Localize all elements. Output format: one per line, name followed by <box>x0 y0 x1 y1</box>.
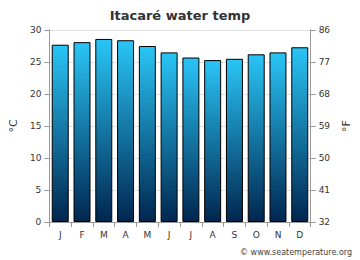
svg-text:Itacaré water temp: Itacaré water temp <box>110 8 251 23</box>
svg-text:77: 77 <box>319 57 330 67</box>
svg-text:J: J <box>58 230 62 240</box>
svg-text:F: F <box>79 230 84 240</box>
svg-text:68: 68 <box>319 89 331 99</box>
svg-text:M: M <box>143 230 151 240</box>
svg-text:30: 30 <box>30 25 42 35</box>
svg-text:J: J <box>189 230 193 240</box>
svg-text:20: 20 <box>30 89 42 99</box>
svg-text:50: 50 <box>319 153 331 163</box>
svg-text:25: 25 <box>30 57 41 67</box>
svg-text:© www.seatemperature.org: © www.seatemperature.org <box>240 248 352 257</box>
svg-text:O: O <box>253 230 260 240</box>
svg-text:A: A <box>210 230 217 240</box>
svg-text:N: N <box>275 230 282 240</box>
svg-text:0: 0 <box>36 217 42 227</box>
svg-text:S: S <box>232 230 238 240</box>
svg-text:D: D <box>296 230 303 240</box>
svg-text:10: 10 <box>30 153 42 163</box>
svg-text:J: J <box>167 230 171 240</box>
svg-text:32: 32 <box>319 217 330 227</box>
svg-text:5: 5 <box>36 185 42 195</box>
svg-text:M: M <box>100 230 108 240</box>
svg-text:A: A <box>122 230 129 240</box>
svg-text:°C: °C <box>7 119 20 133</box>
svg-text:15: 15 <box>30 121 41 131</box>
svg-text:86: 86 <box>319 25 331 35</box>
svg-text:59: 59 <box>319 121 331 131</box>
svg-text:°F: °F <box>340 120 353 132</box>
svg-text:41: 41 <box>319 185 330 195</box>
